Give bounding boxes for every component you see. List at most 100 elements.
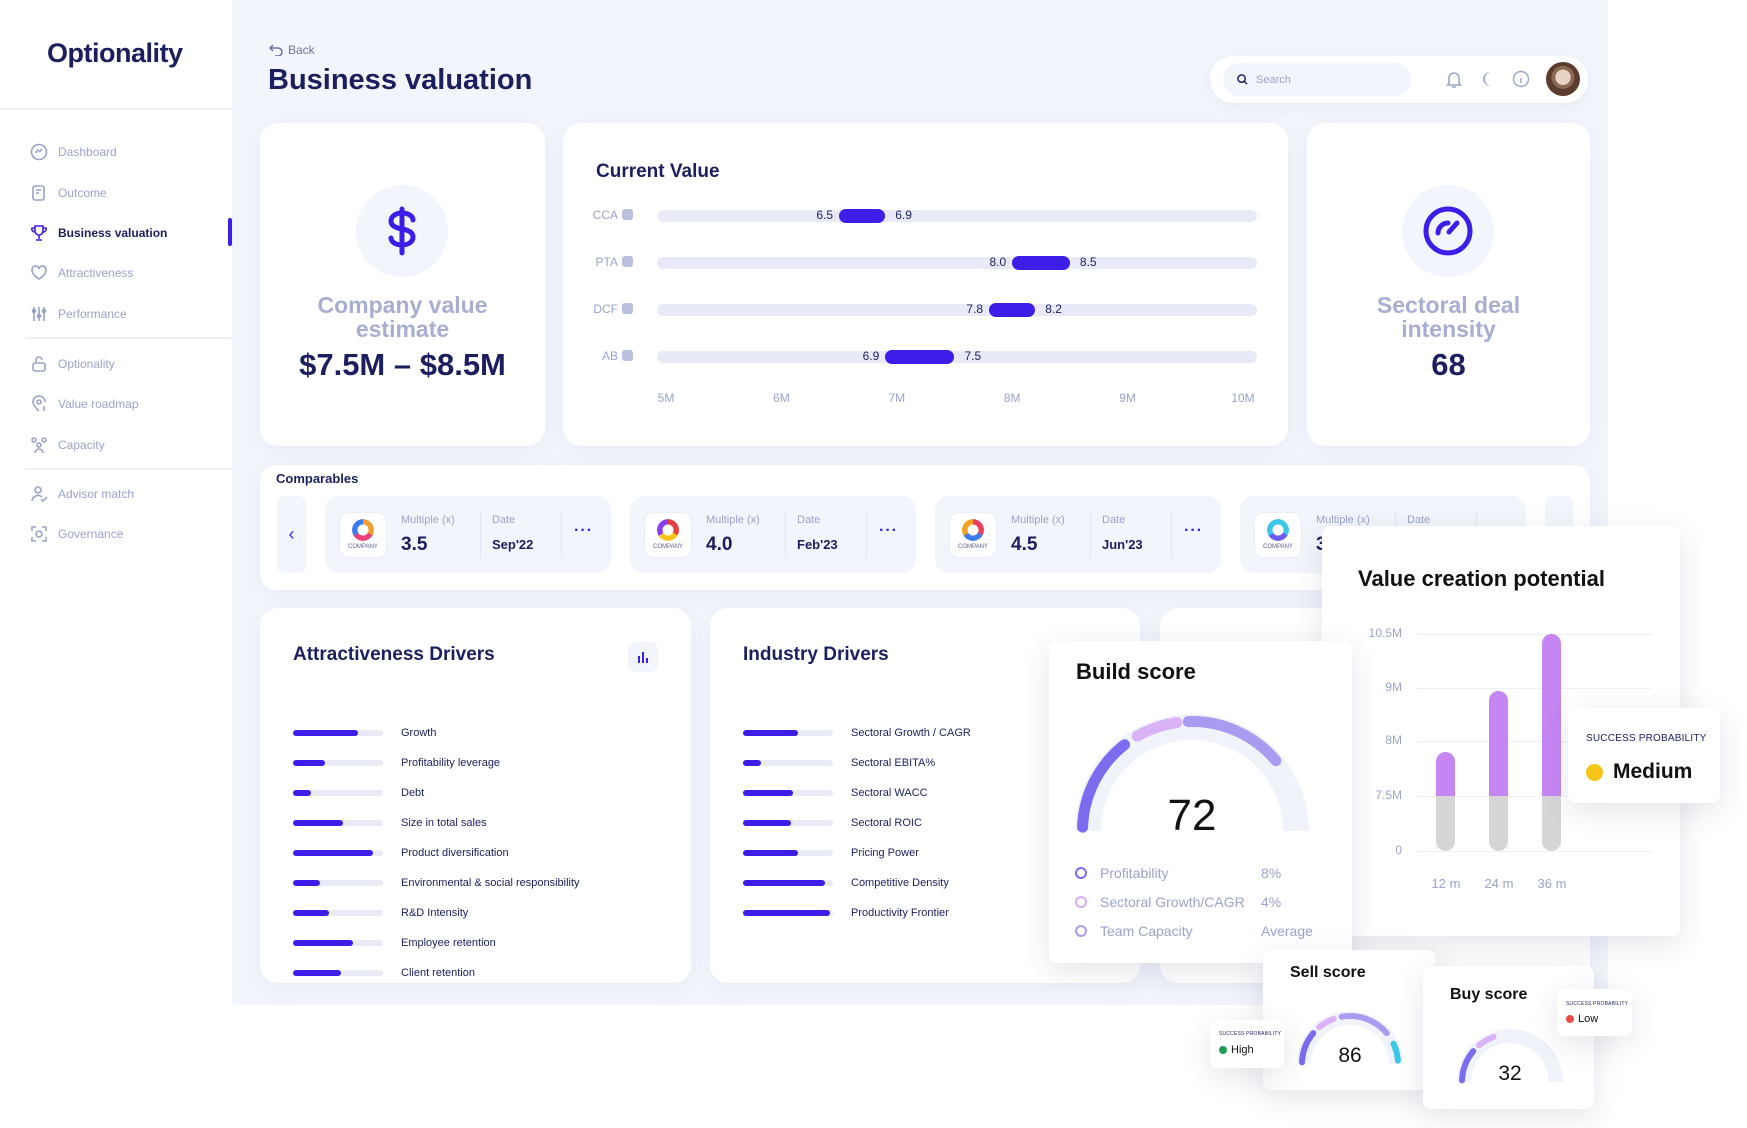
logo-mark-icon bbox=[962, 519, 984, 541]
build-score-gauge bbox=[1075, 714, 1309, 833]
range-low: 6.9 bbox=[862, 349, 880, 363]
divider bbox=[25, 468, 232, 470]
divider bbox=[25, 337, 232, 339]
search-input[interactable]: Search bbox=[1223, 63, 1411, 96]
location-dollar-icon bbox=[32, 395, 46, 412]
driver-label: Sectoral Growth / CAGR bbox=[851, 727, 971, 739]
team-icon bbox=[31, 437, 47, 454]
driver-bar-fill bbox=[743, 880, 825, 886]
info-icon[interactable] bbox=[1512, 70, 1530, 88]
sidebar-item-attractiveness[interactable]: Attractiveness bbox=[30, 264, 133, 282]
driver-bar-track bbox=[743, 910, 833, 916]
range-bar bbox=[1012, 256, 1070, 270]
success-value-row: Low bbox=[1566, 1013, 1598, 1025]
back-link[interactable]: Back bbox=[269, 43, 315, 57]
gauge-segment bbox=[1338, 1013, 1390, 1037]
x-tick-label: 9M bbox=[1119, 391, 1136, 405]
comparables-title: Comparables bbox=[276, 471, 359, 486]
comparable-card[interactable]: COMPANY Multiple (x) 3.5 Date Sep'22 ··· bbox=[325, 496, 611, 573]
prev-arrow-button[interactable]: ‹ bbox=[277, 496, 306, 573]
chart-toggle-button[interactable] bbox=[628, 642, 658, 672]
gauge-segment bbox=[1131, 717, 1183, 742]
driver-row: Employee retention bbox=[293, 928, 580, 958]
range-low: 6.5 bbox=[816, 208, 834, 222]
driver-row: Sectoral ROIC bbox=[743, 808, 971, 838]
sidebar-item-capacity[interactable]: Capacity bbox=[30, 436, 105, 454]
bar-growth bbox=[1489, 690, 1508, 796]
driver-label: Profitability leverage bbox=[401, 757, 501, 769]
driver-row: Debt bbox=[293, 778, 580, 808]
driver-row: Growth bbox=[293, 718, 580, 748]
comparable-card[interactable]: COMPANY Multiple (x) 4.5 Date Jun'23 ··· bbox=[935, 496, 1221, 573]
method-label: DCF bbox=[563, 302, 633, 316]
driver-label: Competitive Density bbox=[851, 877, 949, 889]
gauge-segment bbox=[1459, 1048, 1477, 1084]
range-bar bbox=[989, 303, 1036, 317]
driver-row: Competitive Density bbox=[743, 868, 971, 898]
driver-row: Productivity Frontier bbox=[743, 898, 971, 928]
driver-label: R&D Intensity bbox=[401, 907, 469, 919]
company-value: $7.5M – $8.5M bbox=[299, 347, 506, 382]
build-legend: Profitability 8% Sectoral Growth/CAGR 4% Tea… bbox=[1075, 858, 1345, 945]
divider bbox=[1090, 512, 1091, 558]
user-avatar[interactable] bbox=[1546, 62, 1580, 96]
legend-row: Sectoral Growth/CAGR 4% bbox=[1075, 887, 1345, 916]
y-tick-label: 8M bbox=[1385, 733, 1402, 747]
company-value-label: Company value estimate bbox=[317, 292, 488, 342]
help-icon[interactable] bbox=[622, 256, 633, 267]
driver-bar-track bbox=[293, 880, 383, 886]
more-options-icon[interactable]: ··· bbox=[1184, 522, 1203, 539]
multiple-value: 3 bbox=[1316, 534, 1327, 556]
sidebar-item-value-roadmap[interactable]: Value roadmap bbox=[30, 395, 139, 413]
driver-label: Growth bbox=[401, 727, 437, 739]
method-name: PTA bbox=[595, 255, 618, 269]
sidebar-item-label: Outcome bbox=[58, 186, 107, 200]
range-track bbox=[657, 351, 1257, 363]
dark-mode-moon-icon[interactable] bbox=[1479, 70, 1497, 88]
more-options-icon[interactable]: ··· bbox=[574, 522, 593, 539]
driver-row: R&D Intensity bbox=[293, 898, 580, 928]
driver-bar-fill bbox=[293, 850, 374, 856]
sidebar-item-label: Advisor match bbox=[58, 487, 135, 501]
trophy-icon bbox=[31, 225, 47, 241]
sidebar-item-advisor-match[interactable]: Advisor match bbox=[30, 485, 134, 503]
value-creation-card: Value creation potential 0 7.5M 8M 9M 10.5M 1… bbox=[1322, 526, 1680, 936]
gauge-segment bbox=[1077, 739, 1131, 833]
driver-bar-fill bbox=[743, 820, 791, 826]
help-icon[interactable] bbox=[622, 303, 633, 314]
gauge-segment bbox=[1299, 1030, 1317, 1066]
sidebar-item-governance[interactable]: Governance bbox=[30, 525, 123, 543]
buy-score-title: Buy score bbox=[1450, 986, 1528, 1003]
user-check-icon bbox=[31, 486, 48, 503]
search-icon bbox=[1237, 74, 1248, 85]
driver-bar-track bbox=[293, 820, 383, 826]
sidebar-item-label: Optionality bbox=[58, 357, 115, 371]
x-tick-label: 8M bbox=[1003, 391, 1021, 405]
top-bar: Search bbox=[1210, 56, 1588, 103]
bell-icon[interactable] bbox=[1445, 70, 1463, 89]
success-label: SUCCESS PROBABILITY bbox=[1219, 1031, 1282, 1037]
method-label: PTA bbox=[563, 255, 633, 269]
sidebar-item-business-valuation[interactable]: Business valuation bbox=[30, 224, 167, 242]
sliders-icon bbox=[31, 307, 47, 321]
status-dot-icon bbox=[1586, 763, 1603, 781]
driver-label: Sectoral WACC bbox=[851, 787, 928, 799]
x-tick-label: 36 m bbox=[1537, 876, 1567, 891]
gridline bbox=[1417, 688, 1652, 689]
more-options-icon[interactable]: ··· bbox=[879, 522, 898, 539]
method-name: CCA bbox=[592, 208, 618, 222]
comparable-card[interactable]: COMPANY Multiple (x) 4.0 Date Feb'23 ··· bbox=[630, 496, 916, 573]
dollar-icon bbox=[388, 206, 416, 256]
sidebar-item-dashboard[interactable]: Dashboard bbox=[30, 143, 117, 161]
help-icon[interactable] bbox=[622, 209, 633, 220]
y-tick-label: 0 bbox=[1395, 843, 1402, 857]
sidebar-item-optionality[interactable]: Optionality bbox=[30, 355, 115, 373]
date-value: Jun'23 bbox=[1102, 537, 1143, 552]
buy-score-card: Buy score 32 bbox=[1423, 966, 1594, 1109]
y-tick-label: 9M bbox=[1385, 680, 1402, 694]
success-probability-low: SUCCESS PROBABILITY Low bbox=[1557, 989, 1632, 1036]
help-icon[interactable] bbox=[622, 350, 633, 361]
logo-text: COMPANY bbox=[348, 544, 378, 550]
sidebar-item-performance[interactable]: Performance bbox=[30, 305, 127, 323]
sidebar-item-outcome[interactable]: Outcome bbox=[30, 184, 107, 202]
